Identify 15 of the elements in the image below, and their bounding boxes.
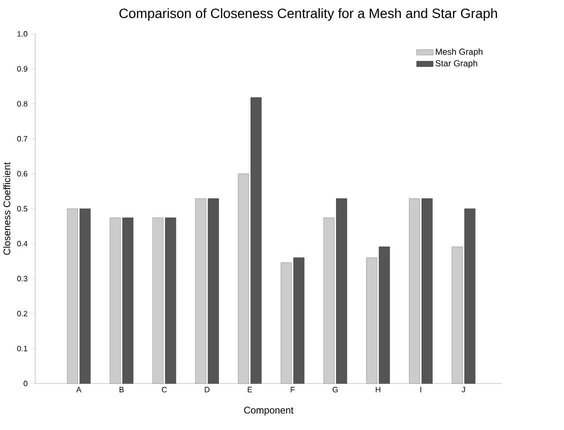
bar xyxy=(250,97,262,384)
legend-label: Star Graph xyxy=(436,60,478,68)
bar xyxy=(122,218,134,384)
bar xyxy=(80,208,91,384)
bar xyxy=(422,198,433,384)
bar xyxy=(464,208,476,384)
legend-label: Mesh Graph xyxy=(436,48,482,57)
bar xyxy=(336,198,348,384)
bar xyxy=(293,257,304,384)
x-axis-title: Component xyxy=(244,406,294,416)
bar xyxy=(378,246,390,384)
bar xyxy=(208,198,219,384)
bar xyxy=(165,218,176,384)
chart-title: Comparison of Closeness Centrality for a Mesh and Star Graph xyxy=(119,8,497,21)
y-axis-title: Closeness Coefficient xyxy=(3,162,10,255)
